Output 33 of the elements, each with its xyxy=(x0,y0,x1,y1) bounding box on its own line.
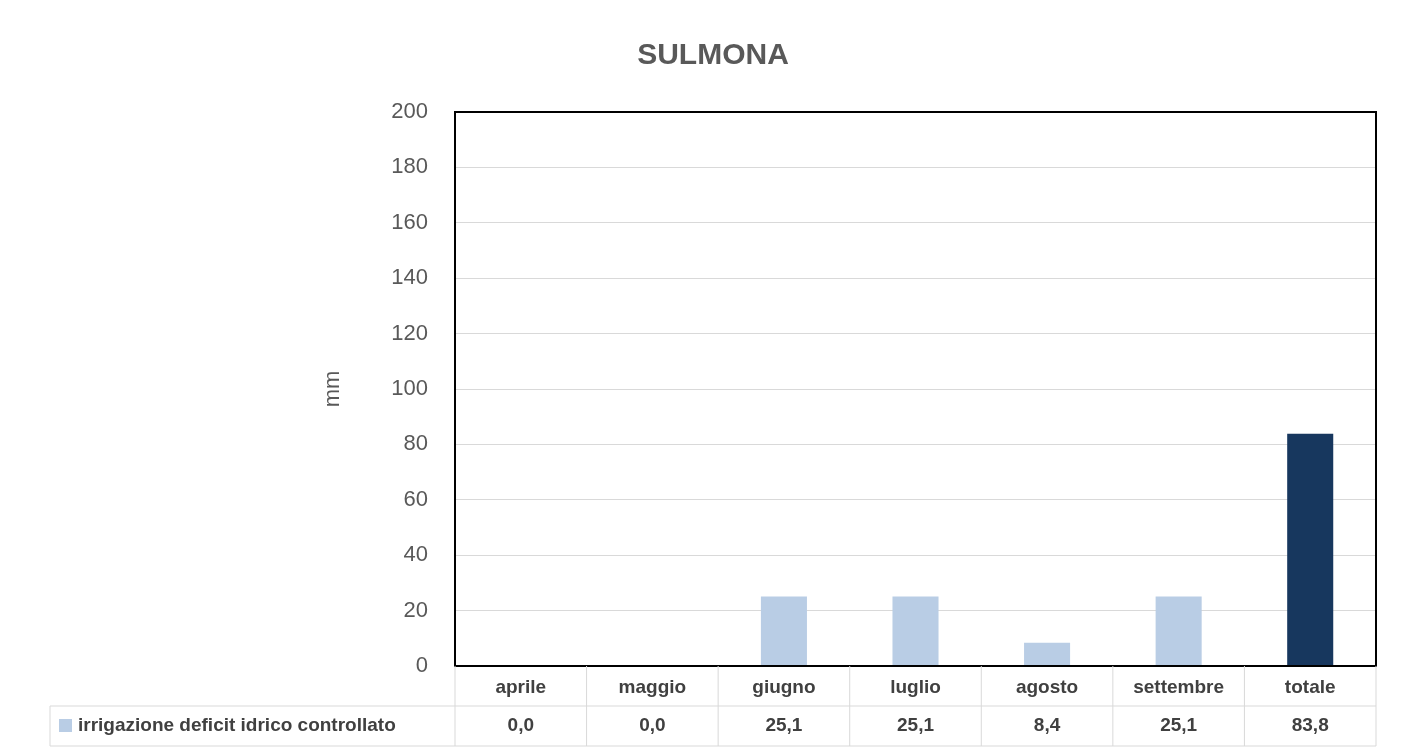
legend-label: irrigazione deficit idrico controllato xyxy=(78,714,396,736)
x-tick-label: giugno xyxy=(752,675,816,697)
x-tick-label: settembre xyxy=(1133,675,1225,697)
y-tick-label: 20 xyxy=(403,596,428,622)
data-label: 0,0 xyxy=(507,714,534,736)
y-axis-title: mm xyxy=(319,370,345,408)
data-label: 25,1 xyxy=(1160,714,1198,736)
x-tick-label: agosto xyxy=(1015,675,1079,697)
y-tick-label: 200 xyxy=(391,98,428,124)
bar xyxy=(892,596,939,666)
data-label: 8,4 xyxy=(1033,714,1061,736)
y-tick-label: 60 xyxy=(403,485,428,511)
y-tick-label: 0 xyxy=(415,652,428,678)
x-tick-label: maggio xyxy=(618,675,687,697)
bar xyxy=(1024,642,1071,666)
y-tick-label: 40 xyxy=(403,541,428,567)
y-tick-label: 80 xyxy=(403,430,428,456)
chart-title: SULMONA xyxy=(637,37,789,71)
y-tick-label: 120 xyxy=(391,319,428,345)
y-tick-label: 180 xyxy=(391,153,428,179)
x-tick-label: aprile xyxy=(495,675,547,697)
y-tick-label: 100 xyxy=(391,375,428,401)
bar xyxy=(760,596,807,666)
data-label: 25,1 xyxy=(765,714,803,736)
y-tick-label: 140 xyxy=(391,264,428,290)
x-tick-label: totale xyxy=(1284,675,1336,697)
bar xyxy=(1287,433,1334,666)
data-label: 83,8 xyxy=(1291,714,1329,736)
y-tick-label: 160 xyxy=(391,208,428,234)
data-label: 0,0 xyxy=(639,714,666,736)
x-tick-label: luglio xyxy=(890,675,941,697)
data-label: 25,1 xyxy=(897,714,935,736)
bar xyxy=(1155,596,1202,666)
